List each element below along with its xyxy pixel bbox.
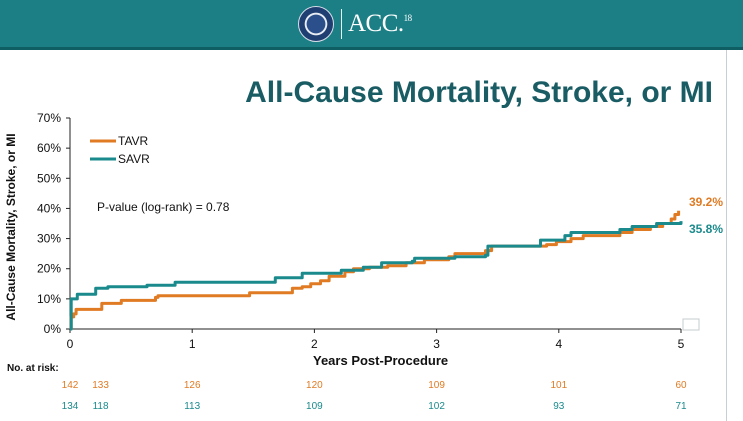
series-line-tavr [69,210,681,331]
y-tick-label: 0% [44,322,62,336]
x-tick-label: 5 [678,337,685,351]
x-axis-label: Years Post-Procedure [313,353,449,368]
legend-label-savr: SAVR [118,152,150,166]
end-label-tavr: 39.2% [689,195,723,209]
y-tick-label: 70% [37,111,61,125]
at-risk-title: No. at risk: [7,363,59,374]
y-tick-label: 60% [37,141,61,155]
x-tick-label: 0 [67,337,74,351]
at-risk-value: 120 [306,380,323,391]
x-tick-label: 2 [311,337,318,351]
p-value-annotation: P-value (log-rank) = 0.78 [97,200,230,214]
at-risk-value: 71 [675,401,687,412]
page-title: All-Cause Mortality, Stroke, or MI [245,76,713,109]
at-risk-value: 109 [306,401,323,412]
logo-divider [341,9,342,39]
at-risk-row-savr: 134 118 113 109 102 93 71 [0,401,743,415]
axis-end-box [682,318,700,331]
legend-label-tavr: TAVR [118,134,149,148]
at-risk-value: 113 [184,401,201,412]
x-tick-label: 4 [555,337,562,351]
at-risk-value: 101 [550,380,568,391]
at-risk-value: 126 [183,380,201,391]
acc-logo: ACC.18 [298,5,412,43]
at-risk-value: 142 [61,380,79,391]
at-risk-value: 102 [428,401,445,412]
x-tick-label: 3 [433,337,440,351]
header-banner: ACC.18 [0,0,743,50]
at-risk-value: 93 [553,401,565,412]
at-risk-value: 109 [428,380,445,391]
at-risk-value: 118 [92,401,109,412]
slide-edge-line [726,50,727,421]
acc-seal-logo-icon [298,6,334,42]
y-tick-label: 10% [37,292,61,306]
brand-text: ACC.18 [348,10,412,37]
y-tick-label: 20% [37,262,61,276]
x-tick-label: 1 [189,337,196,351]
y-tick-label: 50% [37,171,61,185]
series-line-savr [69,221,683,331]
y-tick-label: 40% [37,201,61,215]
at-risk-value: 133 [92,380,109,391]
at-risk-value: 134 [61,401,79,412]
y-tick-label: 30% [37,232,61,246]
at-risk-value: 60 [675,380,687,391]
y-axis-label: All-Cause Mortality, Stroke, or MI [4,133,18,321]
end-label-savr: 35.8% [689,222,723,236]
at-risk-row-tavr: 142 133 126 120 109 101 60 [0,380,743,394]
